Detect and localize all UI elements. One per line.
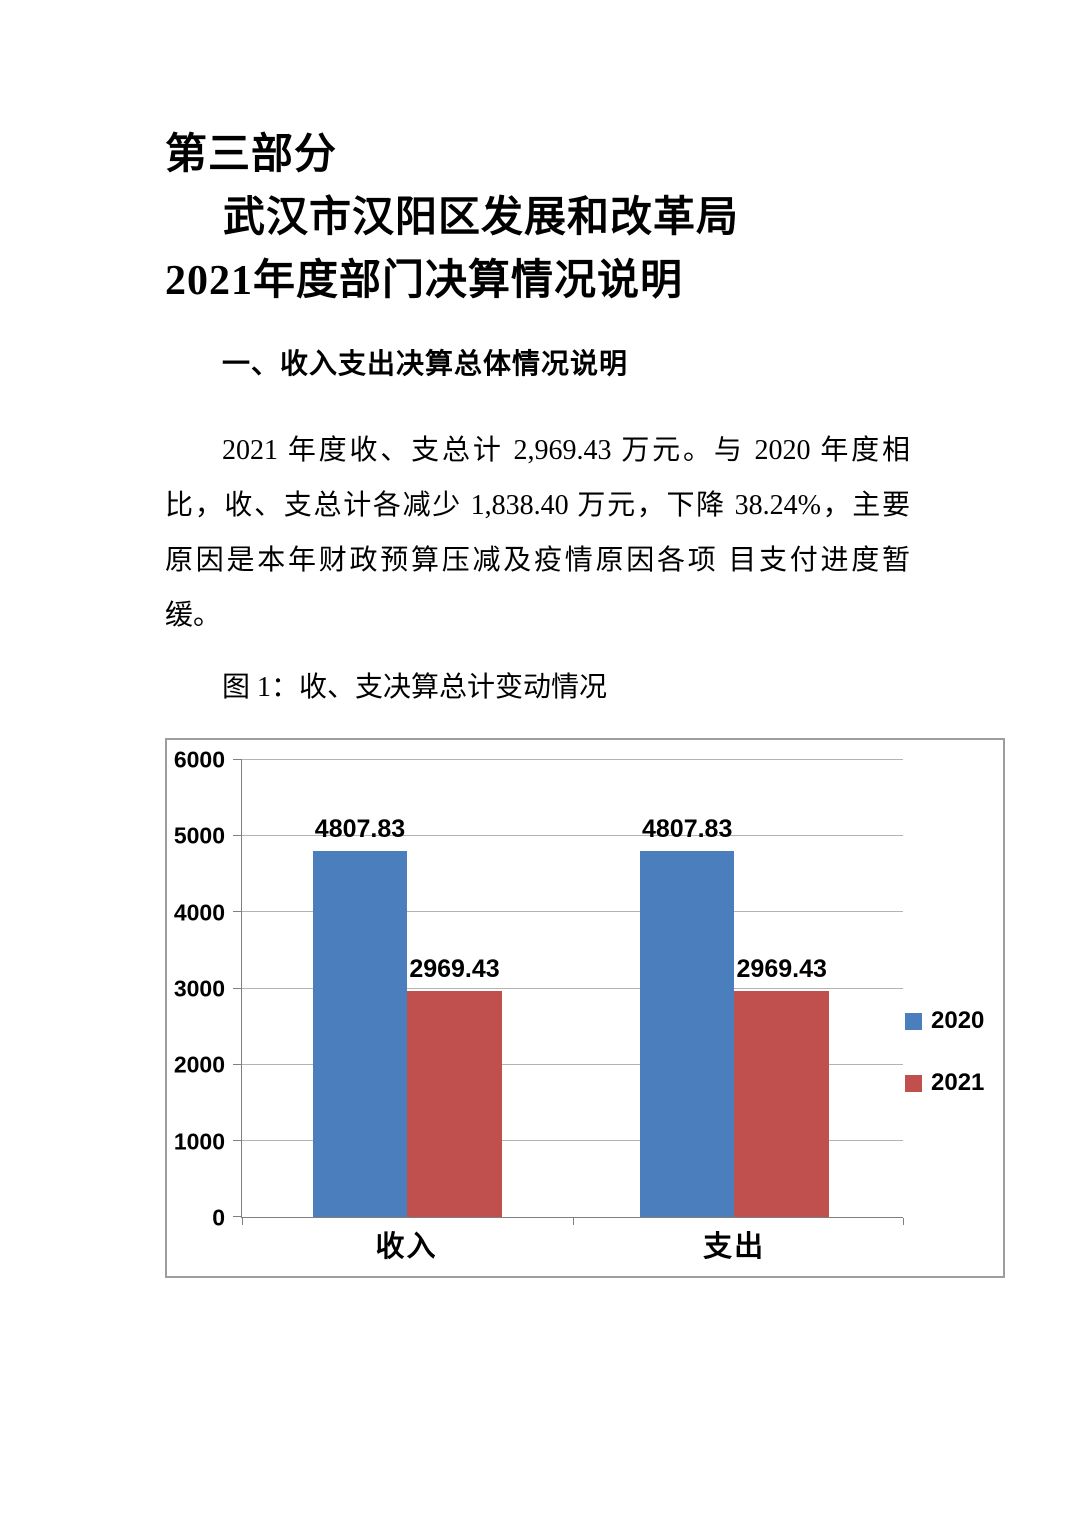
bar-2020-收入: [312, 850, 408, 1217]
y-tick-mark: [233, 1216, 242, 1217]
legend-label-2020: 2020: [931, 1007, 985, 1034]
x-tick-mark: [903, 1218, 904, 1225]
chart-plot: 4807.83 2969.43 4807.83 2969.43: [233, 759, 904, 1225]
y-tick-label: 2000: [173, 1051, 225, 1078]
x-tick-mark: [572, 1218, 574, 1225]
y-tick-label: 4000: [173, 899, 225, 926]
gridline: [242, 911, 903, 913]
y-axis-labels: 0 1000 2000 3000 4000 5000 6000: [167, 748, 225, 1229]
legend-swatch-2020: [905, 1012, 922, 1030]
gridline: [242, 1063, 903, 1065]
page-title: 第三部分武汉市汉阳区发展和改革局 2021年度部门决算情况说明: [165, 124, 910, 313]
bar-chart: 0 1000 2000 3000 4000 5000 6000 4807.83 2969.43…: [165, 738, 1005, 1278]
bar-2020-支出: [639, 850, 735, 1217]
y-tick-mark: [233, 835, 242, 837]
gridline: [242, 1139, 903, 1141]
paragraph-line: 2021 年度收、支总计 2,969.43 万元。与 2020 年度相: [222, 435, 910, 466]
y-tick-mark: [233, 1063, 242, 1065]
bar-2021-支出: [734, 990, 829, 1217]
data-label: 2969.43: [409, 954, 500, 983]
chart-legend: 2020 2021: [905, 1008, 984, 1096]
gridline: [242, 987, 903, 989]
y-tick-mark: [233, 987, 242, 989]
y-tick-mark: [233, 759, 242, 760]
gridline: [242, 759, 903, 760]
x-tick-mark: [242, 1218, 243, 1225]
category-label: 支出: [703, 1231, 766, 1263]
title-part-number: 第三部分: [165, 132, 338, 178]
figure-caption: 图 1：收、支决算总计变动情况: [222, 672, 608, 703]
bar-2021-收入: [407, 990, 502, 1217]
y-tick-mark: [233, 911, 242, 913]
y-tick-label: 3000: [173, 975, 225, 1002]
data-label: 4807.83: [641, 814, 733, 843]
section-heading: 一、收入支出决算总体情况说明: [222, 348, 629, 379]
paragraph-line: 比，收、支总计各减少 1,838.40 万元，下降 38.24%，主要: [165, 490, 910, 521]
x-axis-labels: 收入 支出: [241, 1230, 903, 1270]
page-title-line2: 2021年度部门决算情况说明: [165, 258, 684, 304]
legend-item-2021: 2021: [905, 1070, 984, 1096]
paragraph-line: 原因是本年财政预算压减及疫情原因各项 目支付进度暂: [165, 545, 910, 576]
y-tick-label: 6000: [173, 746, 225, 773]
gridline: [242, 835, 903, 837]
y-tick-mark: [233, 1139, 242, 1141]
y-tick-label: 1000: [173, 1128, 225, 1155]
y-tick-label: 0: [212, 1204, 225, 1231]
category-label: 收入: [375, 1231, 438, 1263]
body-paragraph: 2021 年度收、支总计 2,969.43 万元。与 2020 年度相比，收、支…: [165, 423, 910, 643]
legend-item-2020: 2020: [905, 1008, 984, 1034]
page-title-line1: 第三部分武汉市汉阳区发展和改革局: [165, 124, 910, 250]
legend-label-2021: 2021: [931, 1069, 985, 1096]
data-label: 4807.83: [314, 814, 406, 843]
title-part-department: 武汉市汉阳区发展和改革局: [223, 195, 740, 241]
legend-swatch-2021: [905, 1074, 922, 1092]
data-label: 2969.43: [736, 954, 827, 983]
y-tick-label: 5000: [173, 822, 225, 849]
paragraph-line: 缓。: [165, 600, 222, 631]
